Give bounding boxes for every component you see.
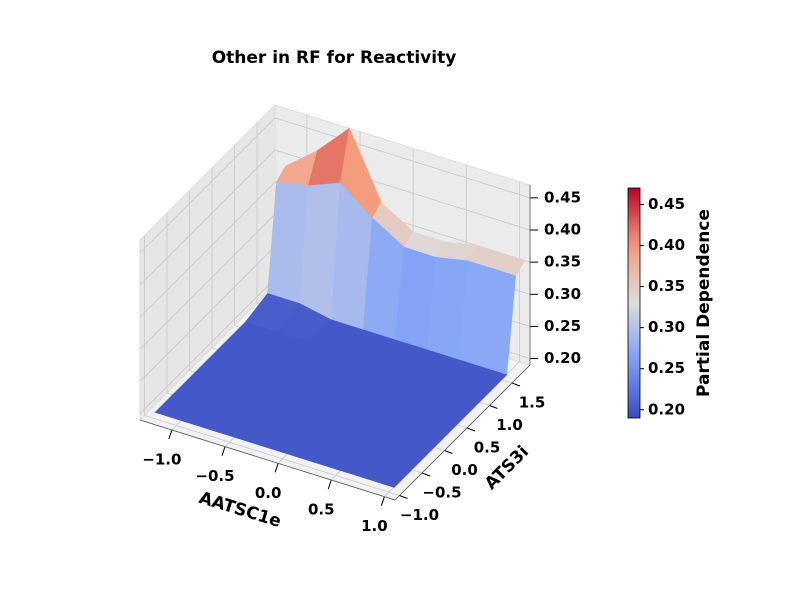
z-tick-label: 0.45 (544, 188, 581, 206)
z-grid-line (139, 246, 276, 382)
z-tick-label: 0.35 (544, 253, 581, 271)
axis-line (139, 419, 396, 501)
colorbar-tick-label: 0.40 (648, 236, 685, 254)
y-grid-line (144, 415, 400, 496)
x-tick (221, 446, 226, 456)
z-grid-line (139, 117, 276, 254)
x-tick-label: −0.5 (195, 467, 234, 485)
y-tick-label: 1.0 (496, 416, 523, 434)
y-tick (489, 405, 498, 409)
y-tick (466, 427, 476, 432)
y-tick-label: 0.0 (451, 461, 478, 479)
x-tick (168, 429, 173, 440)
z-grid-line (274, 117, 531, 199)
z-grid-line (139, 214, 276, 350)
z-tick-label: 0.20 (544, 349, 581, 367)
colorbar-tick-label: 0.35 (648, 277, 685, 295)
z-grid-line (139, 181, 276, 318)
colorbar-tick-label: 0.25 (648, 359, 685, 377)
surface-face (377, 459, 418, 488)
z-grid-line (139, 278, 276, 414)
x-tick-label: 0.0 (255, 484, 282, 502)
colorbar-label: Partial Dependence (694, 209, 714, 397)
colorbar-tick-label: 0.20 (648, 400, 685, 418)
x-tick-label: 0.5 (308, 501, 335, 519)
y-tick-label: −1.0 (400, 506, 439, 524)
x-tick-label: 1.0 (361, 517, 388, 535)
colorbar (627, 187, 641, 419)
x-tick-label: −1.0 (142, 451, 181, 469)
z-tick-label: 0.30 (544, 285, 581, 303)
z-tick-label: 0.25 (544, 317, 581, 335)
y-tick-label: −0.5 (422, 484, 461, 502)
z-grid-line (139, 149, 276, 286)
x-tick (380, 496, 385, 506)
z-tick-label: 0.40 (544, 221, 581, 239)
y-tick (421, 472, 431, 477)
axis-line (394, 364, 531, 501)
y-tick (399, 495, 408, 499)
chart-title: Other in RF for Reactivity (212, 48, 457, 68)
y-tick (511, 382, 521, 387)
y-tick (444, 450, 453, 454)
y-tick-label: 0.5 (474, 439, 501, 457)
x-tick (327, 479, 332, 490)
colorbar-tick-label: 0.45 (648, 195, 685, 213)
y-tick-label: 1.5 (519, 394, 546, 412)
x-tick (274, 463, 279, 473)
colorbar-tick-label: 0.30 (648, 318, 685, 336)
